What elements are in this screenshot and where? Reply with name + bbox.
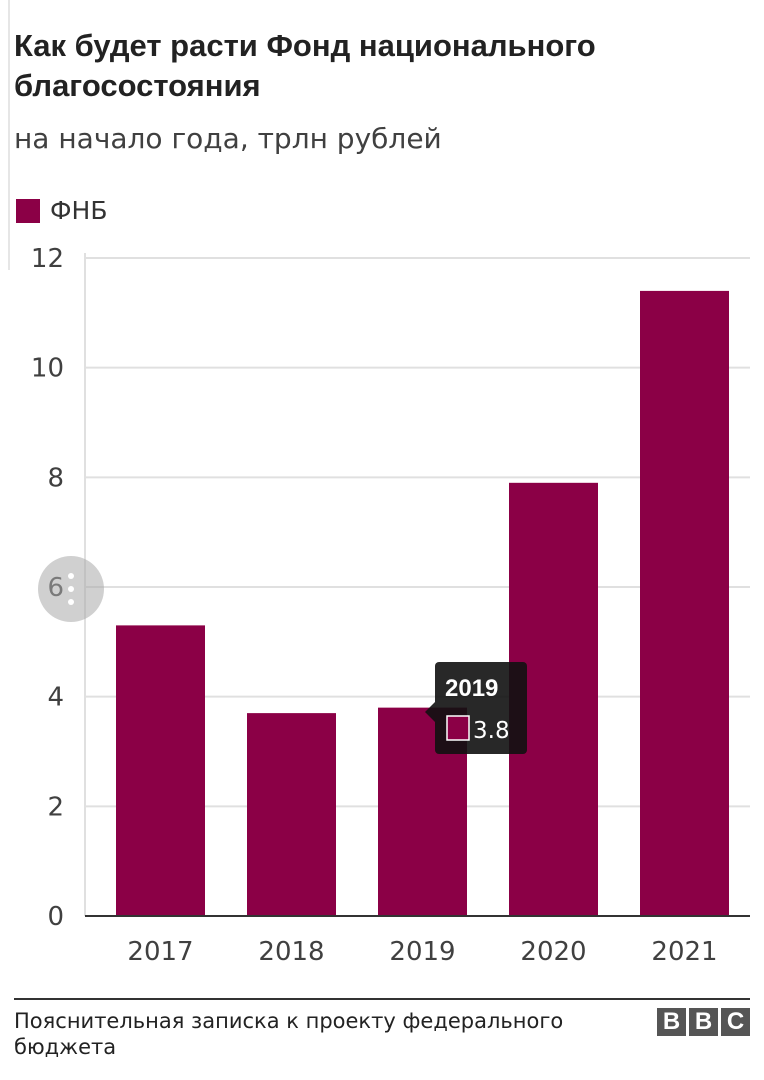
bar-2017[interactable]	[116, 625, 205, 916]
bbc-logo-block: B	[657, 1008, 686, 1036]
chart-subtitle: на начало года, трлн рублей	[14, 122, 442, 155]
y-tick-label: 8	[47, 463, 64, 493]
bar-2021[interactable]	[640, 290, 729, 916]
bbc-logo: B B C	[654, 1008, 750, 1036]
x-tick-label: 2019	[389, 937, 455, 967]
bbc-logo-block: C	[721, 1008, 750, 1036]
legend-swatch	[16, 198, 40, 223]
x-tick-label: 2021	[651, 937, 717, 967]
y-tick-label: 4	[47, 683, 64, 713]
bar-chart: 0246810122017201820192020202120193.8	[31, 244, 750, 967]
x-tick-label: 2017	[127, 937, 193, 967]
y-tick-label: 10	[31, 354, 64, 384]
y-tick-label: 12	[31, 244, 64, 274]
tooltip-value: 3.8	[473, 718, 510, 744]
chart-title: Как будет расти Фонд национального благо…	[14, 28, 596, 103]
tooltip-title: 2019	[445, 675, 498, 702]
x-tick-label: 2018	[258, 937, 324, 967]
drag-handle[interactable]	[38, 556, 104, 622]
y-tick-label: 0	[47, 902, 64, 932]
y-tick-label: 2	[47, 792, 64, 822]
tooltip-pointer	[425, 702, 435, 722]
footer-divider	[14, 998, 750, 1000]
legend[interactable]: ФНБ	[16, 196, 107, 225]
x-tick-label: 2020	[520, 937, 586, 967]
source-note: Пояснительная записка к проекту федераль…	[14, 1009, 564, 1059]
bar-2018[interactable]	[247, 713, 336, 916]
left-divider	[8, 0, 10, 270]
legend-label: ФНБ	[50, 196, 108, 225]
handle-dot-icon	[68, 573, 74, 579]
tooltip-swatch	[446, 715, 470, 741]
handle-dot-icon	[68, 599, 74, 605]
handle-dot-icon	[68, 586, 74, 592]
bbc-logo-block: B	[689, 1008, 718, 1036]
